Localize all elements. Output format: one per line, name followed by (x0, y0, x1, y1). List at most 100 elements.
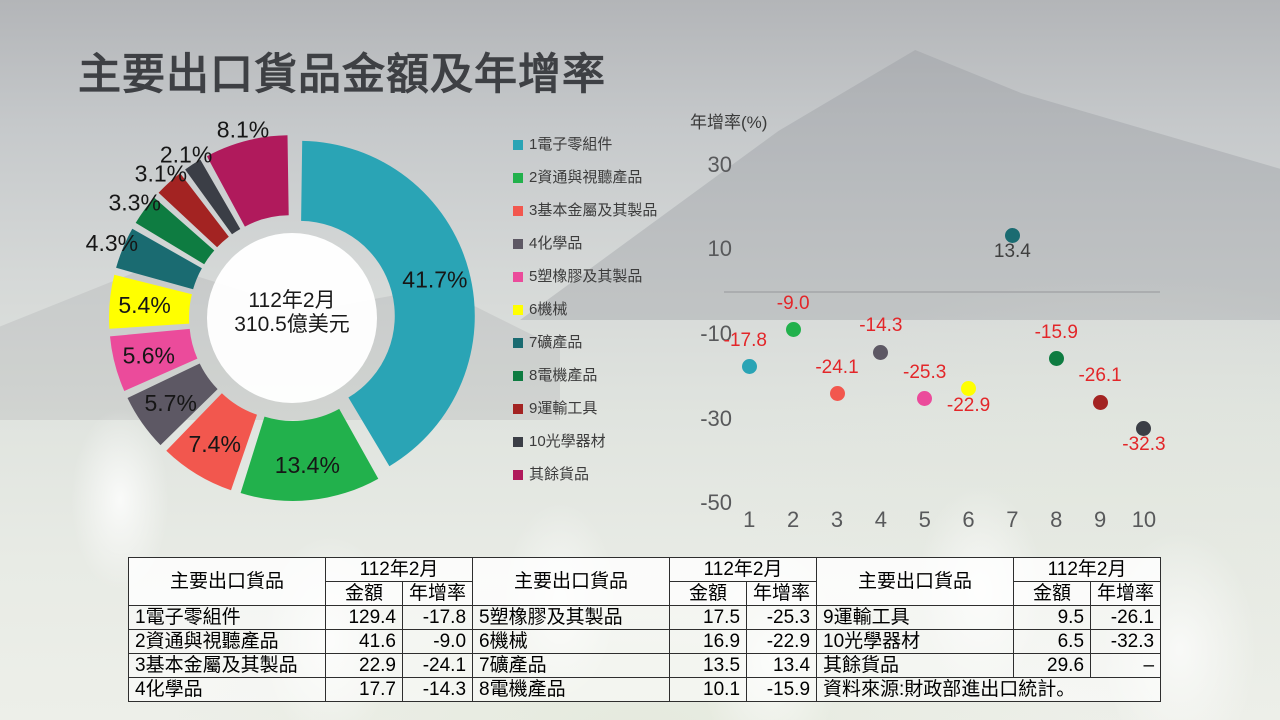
donut-slice-11 (206, 135, 289, 227)
table-row: 1電子零組件 129.4 -17.8 (128, 605, 474, 630)
scatter-point-value-8: -15.9 (1034, 321, 1078, 343)
col-header-yoy: 年增率 (1090, 581, 1162, 606)
scatter-point-6 (961, 381, 977, 396)
donut-slice-9 (158, 173, 229, 248)
col-header-period: 112年2月 (1013, 557, 1162, 582)
scatter-point-8 (1048, 351, 1064, 367)
scatter-point-7 (1004, 227, 1020, 243)
cell-amount: 9.5 (1013, 605, 1092, 630)
legend-label: 10光學器材 (529, 433, 606, 450)
scatter-point-value-7: 13.4 (993, 241, 1031, 263)
table-row: 6機械 16.9 -22.9 (472, 629, 818, 654)
donut-slice-label-6: 5.4% (118, 292, 170, 318)
y-axis-title: 年增率(%) (690, 113, 768, 132)
scatter-point-9 (1092, 394, 1108, 410)
scatter-point-4 (873, 344, 889, 360)
donut-slice-label-1: 41.7% (402, 267, 467, 293)
scatter-point-3 (829, 386, 845, 402)
legend-swatch-icon (513, 403, 523, 414)
cell-yoy: -24.1 (401, 653, 474, 678)
cell-category: 1電子零組件 (128, 605, 326, 630)
legend-label: 3基本金屬及其製品 (529, 202, 658, 219)
legend-label: 4化學品 (529, 235, 583, 252)
donut-slice-label-9: 3.1% (135, 161, 187, 187)
cell-yoy: -26.1 (1090, 605, 1162, 630)
cell-category: 2資通與視聽產品 (128, 629, 326, 654)
x-tick-label: 6 (962, 507, 975, 532)
legend-item-3: 3基本金屬及其製品 (513, 203, 657, 218)
donut-slices (109, 135, 475, 501)
donut-slice-3 (166, 393, 257, 491)
scatter-point-value-9: -26.1 (1078, 365, 1122, 387)
donut-chart: 112年2月 310.5億美元 41.7% 13.4% 7.4% 5.7% 5.6% 5.… (86, 116, 475, 501)
x-tick-label: 5 (918, 507, 931, 532)
cell-amount: 6.5 (1013, 629, 1092, 654)
donut-slice-label-11: 8.1% (217, 116, 269, 142)
scatter-point-value-5: -25.3 (903, 361, 947, 383)
cell-amount: 13.5 (669, 653, 748, 678)
table-row: 4化學品 17.7 -14.3 (128, 677, 474, 702)
legend-swatch-icon (513, 205, 523, 216)
y-tick-label: -30 (700, 405, 732, 431)
cell-amount: 22.9 (325, 653, 403, 678)
scatter-point-2 (785, 322, 801, 338)
scatter-point-value-10: -32.3 (1122, 434, 1166, 456)
legend-item-7: 7礦產品 (513, 335, 657, 350)
donut-slice-7 (116, 228, 202, 290)
table-row: 10光學器材 6.5 -32.3 (816, 629, 1162, 654)
legend-swatch-icon (513, 304, 523, 315)
legend-label: 1電子零組件 (529, 136, 613, 153)
x-tick-label: 2 (787, 507, 800, 532)
legend-swatch-icon (513, 337, 523, 348)
y-tick-label: -10 (700, 321, 732, 346)
cell-yoy: -32.3 (1090, 629, 1162, 654)
donut-slice-label-7: 4.3% (86, 230, 138, 256)
data-source-note: 資料來源:財政部進出口統計。 (816, 677, 1162, 702)
legend-swatch-icon (513, 436, 523, 447)
table-row: 5塑橡膠及其製品 17.5 -25.3 (472, 605, 818, 630)
export-table-group-1: 主要出口貨品 112年2月 金額 年增率 1電子零組件 129.4 -17.8 2資通與視聽產… (128, 557, 474, 702)
donut-slice-label-10: 2.1% (160, 141, 212, 167)
export-data-table: 主要出口貨品 112年2月 金額 年增率 1電子零組件 129.4 -17.8 2資通與視聽產… (128, 557, 1162, 702)
cell-category: 7礦產品 (472, 653, 671, 678)
cell-amount: 17.5 (669, 605, 748, 630)
legend-item-6: 6機械 (513, 302, 657, 317)
legend-item-11: 其餘貨品 (513, 467, 657, 482)
donut-legend: 1電子零組件 2資通與視聽產品 3基本金屬及其製品 4化學品 5塑橡膠及其製品 6機械 7礦… (513, 137, 657, 482)
legend-item-2: 2資通與視聽產品 (513, 170, 657, 185)
donut-slice-label-3: 7.4% (188, 431, 240, 457)
col-header-period: 112年2月 (669, 557, 818, 582)
cell-amount: 29.6 (1013, 653, 1092, 678)
donut-slice-6 (109, 274, 192, 329)
legend-swatch-icon (513, 271, 523, 282)
legend-label: 9運輸工具 (529, 400, 598, 417)
cell-category: 其餘貨品 (816, 653, 1015, 678)
slide-title: 主要出口貨品金額及年增率 (78, 51, 606, 99)
legend-item-5: 5塑橡膠及其製品 (513, 269, 657, 284)
col-header-yoy: 年增率 (746, 581, 818, 606)
legend-label: 5塑橡膠及其製品 (529, 268, 643, 285)
legend-item-1: 1電子零組件 (513, 137, 657, 152)
donut-slice-2 (240, 408, 379, 501)
legend-swatch-icon (513, 370, 523, 381)
legend-item-4: 4化學品 (513, 236, 657, 251)
scatter-point-1 (741, 359, 757, 375)
donut-center-disc (207, 233, 377, 403)
legend-label: 2資通與視聽產品 (529, 169, 643, 186)
y-tick-label: 30 (707, 151, 732, 177)
col-header-amount: 金額 (325, 581, 403, 606)
donut-slice-5 (110, 328, 198, 391)
cell-yoy: – (1090, 653, 1162, 678)
donut-slice-10 (185, 159, 241, 235)
donut-slice-label-5: 5.6% (123, 342, 175, 368)
cell-amount: 10.1 (669, 677, 748, 702)
cell-yoy: 13.4 (746, 653, 818, 678)
col-header-name: 主要出口貨品 (472, 557, 671, 606)
table-row: 2資通與視聽產品 41.6 -9.0 (128, 629, 474, 654)
cell-amount: 16.9 (669, 629, 748, 654)
zero-gridline (724, 291, 1160, 293)
cell-category: 5塑橡膠及其製品 (472, 605, 671, 630)
table-row: 8電機產品 10.1 -15.9 (472, 677, 818, 702)
cell-yoy: -14.3 (401, 677, 474, 702)
legend-item-8: 8電機產品 (513, 368, 657, 383)
